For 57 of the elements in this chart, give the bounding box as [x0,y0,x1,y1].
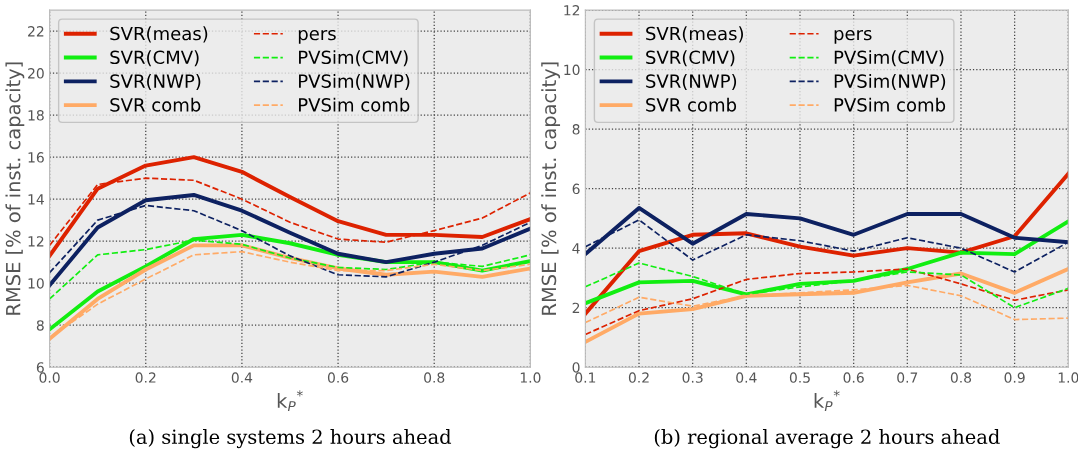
y-tick-label: 10 [28,278,44,289]
x-tick-label: 0.2 [628,372,649,383]
y-axis-title: RMSE [% of inst. capacity] [5,62,25,315]
y-tick-label: 18 [28,110,44,121]
x-tick-label: 0.8 [424,372,445,383]
x-tick-label: 0.8 [950,372,972,383]
legend-label: pers [834,29,872,44]
x-tick-label: 0.9 [1004,372,1025,383]
y-tick-label: 12 [564,5,580,16]
line-series [49,193,531,288]
legend-label: PVSim comb [834,97,946,112]
legend-label: SVR comb [110,97,201,112]
y-tick-label: 20 [28,68,44,79]
text: (b) regional average 2 hours ahead [654,429,1000,449]
legend-label: SVR(NWP) [110,73,201,91]
y-tick-label: 6 [36,362,44,373]
legend-label: SVR(meas) [110,26,208,43]
legend-label: pers [298,29,336,44]
legend-label: SVR(CMV) [110,50,199,67]
x-tick-label: 0.4 [736,372,757,383]
y-tick-label: 0 [572,362,580,373]
line-series [585,219,1069,306]
legend-label: SVR(CMV) [646,50,735,67]
line-series [49,155,531,258]
x-axis-title: k$_{P}$$^{*}$ [814,390,840,412]
y-tick-label: 10 [564,64,580,76]
legend-label: PVSim(CMV) [834,50,944,67]
x-tick-label: 0.7 [897,372,918,383]
x-tick-label: 1.0 [1058,372,1078,383]
legend-label: PVSim(NWP) [834,73,946,91]
x-tick-label: 0.5 [789,372,810,383]
x-tick-label: 0.6 [327,372,349,383]
x-tick-label: 0.0 [39,372,60,383]
legend-label: SVR comb [646,97,737,112]
text: (a) single systems 2 hours ahead [129,429,452,449]
legend-label: PVSim comb [299,97,410,112]
x-tick-label: 0.1 [575,372,596,383]
y-tick-label: 6 [572,183,580,195]
x-tick-label: 1.0 [520,372,541,383]
y-axis-title: RMSE [% of inst. capacity] [541,62,561,315]
y-tick-label: 22 [28,26,44,37]
y-tick-label: 8 [572,124,580,135]
legend-label: SVR(meas) [646,26,743,43]
y-tick-label: 8 [36,320,44,331]
y-tick-label: 4 [572,243,580,254]
y-tick-label: 16 [28,152,44,163]
legend-label: PVSim(CMV) [299,50,408,67]
x-tick-label: 0.6 [843,372,864,383]
x-tick-label: 0.3 [682,372,703,383]
x-tick-label: 0.2 [135,372,156,383]
legend-label: SVR(NWP) [646,73,737,91]
x-axis-title: k$_{P}$$^{*}$ [277,390,303,412]
y-tick-label: 2 [572,302,580,313]
y-tick-label: 12 [28,236,44,247]
y-tick-label: 14 [28,194,44,205]
legend-label: PVSim(NWP) [299,73,410,91]
x-tick-label: 0.4 [231,372,253,383]
